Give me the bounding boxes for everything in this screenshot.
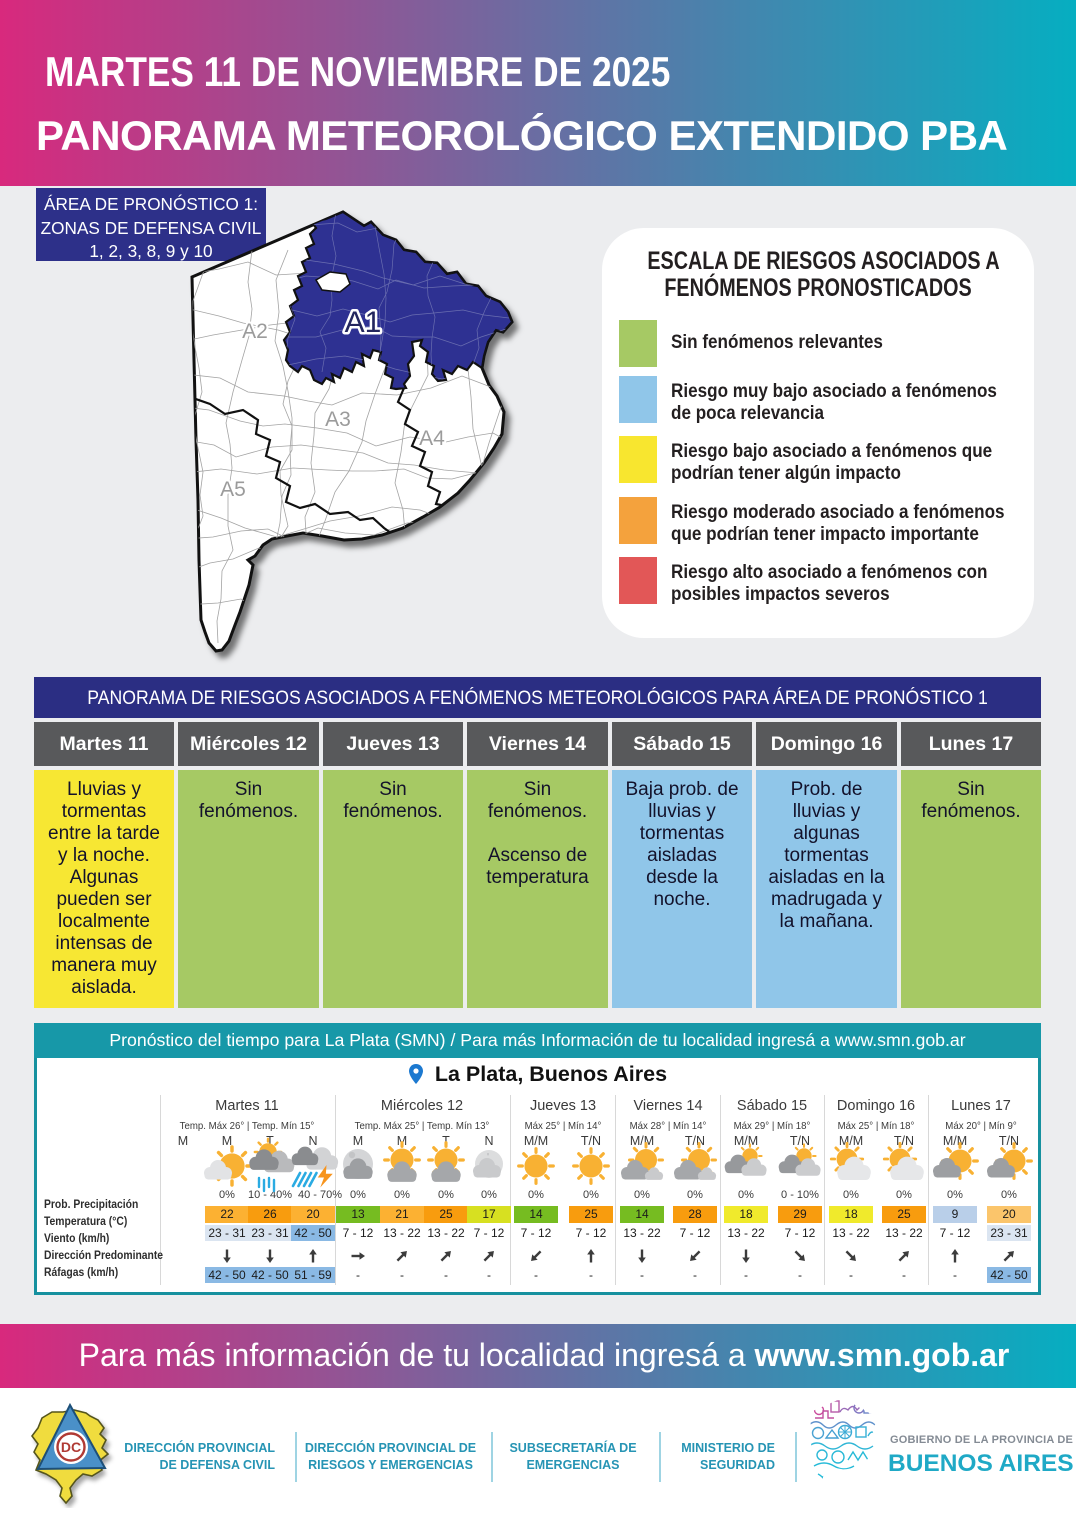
svg-text:DC: DC: [61, 1439, 81, 1455]
svg-text:A2: A2: [242, 320, 268, 343]
svg-text:A3: A3: [325, 408, 351, 431]
svg-text:A4: A4: [419, 427, 445, 450]
svg-text:A5: A5: [220, 478, 246, 501]
svg-text:GOBIERNO DE LA PROVINCIA DE: GOBIERNO DE LA PROVINCIA DE: [890, 1434, 1073, 1446]
svg-text:BUENOS AIRES: BUENOS AIRES: [888, 1450, 1074, 1477]
svg-text:A1: A1: [345, 306, 382, 339]
